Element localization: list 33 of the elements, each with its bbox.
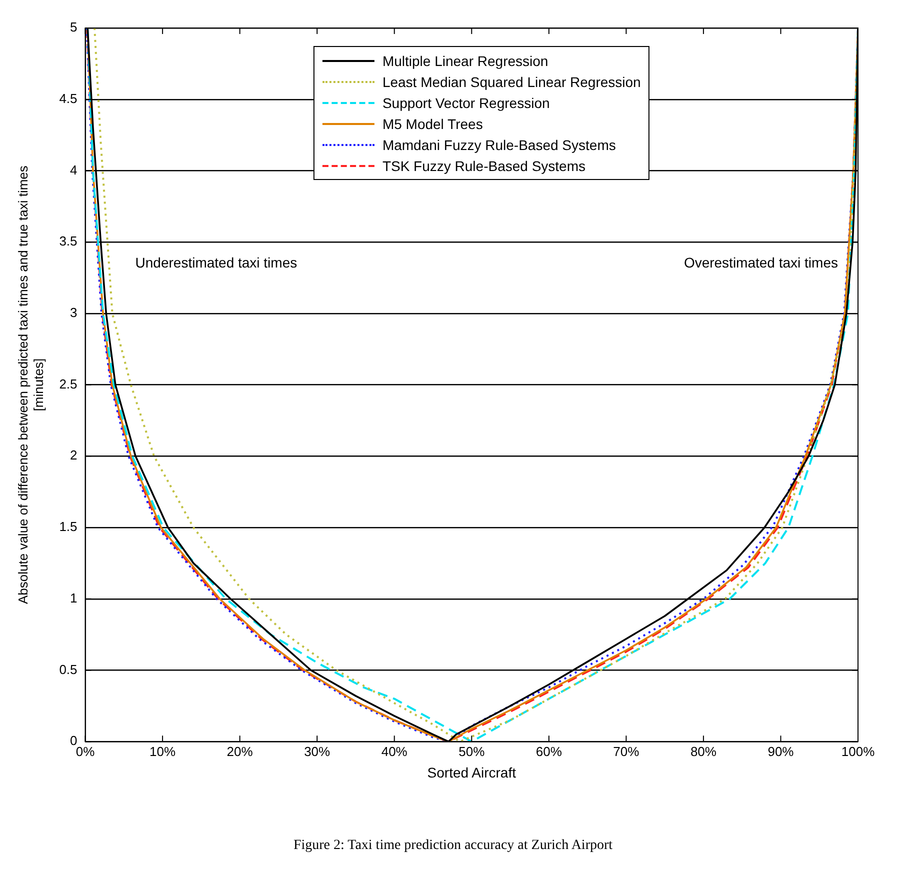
x-tick-label: 60%	[536, 744, 562, 759]
x-tick-label: 10%	[150, 744, 176, 759]
x-tick-label: 90%	[768, 744, 794, 759]
x-axis-title: Sorted Aircraft	[427, 764, 516, 780]
legend-label: Least Median Squared Linear Regression	[382, 74, 641, 90]
x-tick-label: 70%	[613, 744, 640, 759]
y-tick-label: 0	[70, 733, 78, 748]
y-tick-label: 4.5	[59, 90, 78, 106]
x-tick-label: 100%	[841, 744, 876, 759]
x-tick-label: 20%	[226, 744, 254, 759]
x-tick-label: 40%	[381, 744, 408, 759]
x-tick-label: 50%	[458, 744, 486, 759]
y-tick-label: 2	[70, 448, 78, 463]
y-tick-label: 1	[70, 590, 78, 606]
y-tick-label: 3.5	[59, 234, 78, 249]
y-tick-label: 1.5	[59, 519, 78, 534]
y-tick-label: 5	[70, 20, 78, 35]
legend-label: M5 Model Trees	[382, 116, 483, 132]
legend-label: Mamdani Fuzzy Rule-Based Systems	[382, 136, 616, 152]
legend-label: Support Vector Regression	[382, 94, 550, 110]
caption: Figure 2: Taxi time prediction accuracy at Zurich Airport	[292, 838, 614, 854]
y-tick-label: 3	[70, 305, 78, 320]
x-tick-label: 80%	[690, 744, 717, 759]
y-tick-label: 0.5	[59, 662, 78, 677]
y-axis-title: Absolute value of difference between predicted taxi times and true taxi times [minutes]	[15, 165, 46, 604]
legend-label: Multiple Linear Regression	[382, 52, 548, 68]
legend-label: TSK Fuzzy Rule-Based Systems	[382, 158, 586, 174]
annotation: Underestimated taxi times	[135, 254, 298, 270]
y-tick-label: 2.5	[59, 376, 78, 392]
x-tick-label: 30%	[304, 744, 331, 759]
y-tick-label: 4	[70, 162, 78, 178]
x-tick-label: 0%	[76, 744, 96, 759]
annotation: Overestimated taxi times	[684, 254, 838, 270]
